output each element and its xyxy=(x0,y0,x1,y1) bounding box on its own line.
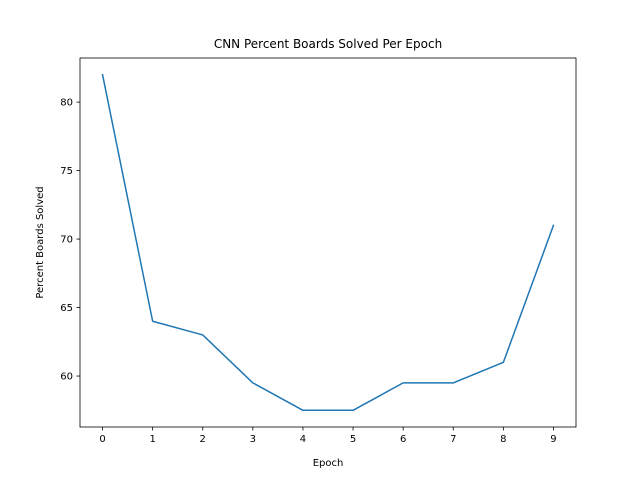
x-axis-label: Epoch xyxy=(313,458,344,469)
x-tick-label: 6 xyxy=(400,434,406,445)
x-tick-label: 1 xyxy=(149,434,155,445)
x-tick-label: 8 xyxy=(500,434,506,445)
y-tick-label: 60 xyxy=(60,372,73,383)
y-tick-label: 65 xyxy=(60,303,73,314)
x-tick-label: 0 xyxy=(99,434,105,445)
x-tick-label: 5 xyxy=(350,434,356,445)
x-tick-label: 2 xyxy=(200,434,206,445)
y-tick-label: 75 xyxy=(60,166,73,177)
x-tick-label: 3 xyxy=(250,434,256,445)
y-tick-label: 70 xyxy=(60,235,73,246)
plot-area: 0 1 2 3 4 5 6 7 8 9 60 65 70 75 80 xyxy=(60,57,577,445)
chart-title: CNN Percent Boards Solved Per Epoch xyxy=(214,37,442,51)
x-tick-label: 7 xyxy=(450,434,456,445)
y-axis-label: Percent Boards Solved xyxy=(35,186,46,298)
y-tick-label: 80 xyxy=(60,98,73,109)
x-tick-label: 4 xyxy=(300,434,306,445)
axes-frame xyxy=(79,57,577,428)
series-line-0 xyxy=(101,73,555,412)
x-tick-label: 9 xyxy=(550,434,556,445)
